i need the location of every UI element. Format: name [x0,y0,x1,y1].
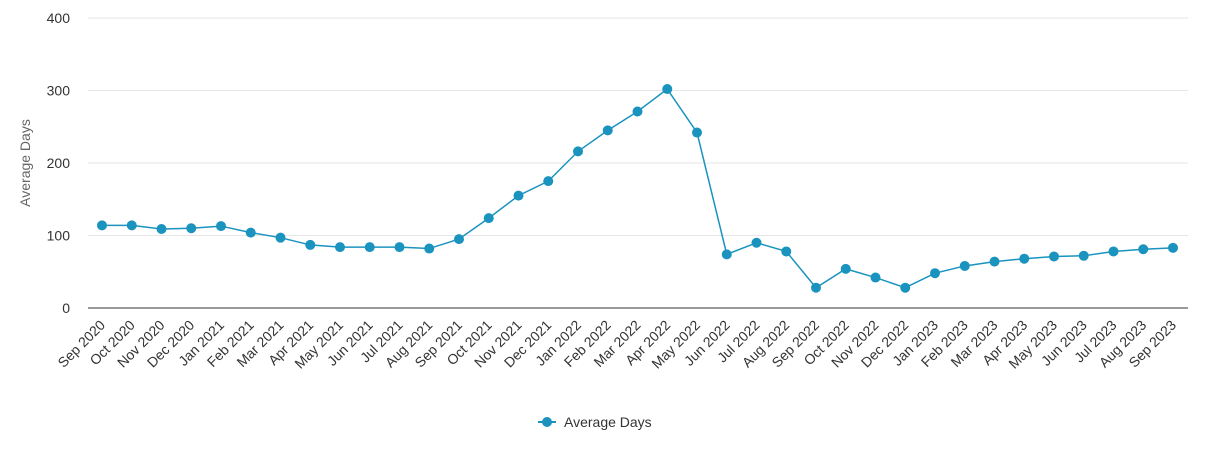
legend-dot-marker [542,417,552,427]
data-point[interactable] [156,223,167,234]
series-line [102,87,1174,289]
data-point[interactable] [364,242,375,253]
data-point[interactable] [959,260,970,271]
data-point[interactable] [216,221,226,232]
data-point[interactable] [424,243,435,254]
data-point[interactable] [781,246,792,257]
data-point[interactable] [930,268,940,279]
series-average-days [97,84,1178,293]
data-point[interactable] [394,242,405,253]
data-point[interactable] [573,146,583,157]
data-point[interactable] [811,282,821,293]
data-point[interactable] [692,127,702,138]
data-point[interactable] [186,223,197,234]
y-tick-label: 0 [62,300,70,316]
y-axis-title: Average Days [17,119,33,207]
data-point[interactable] [543,176,554,187]
data-point[interactable] [305,239,316,250]
data-point[interactable] [840,263,851,274]
data-point[interactable] [1168,242,1178,253]
data-point[interactable] [870,272,881,283]
y-tick-label: 200 [47,155,71,171]
data-point[interactable] [751,237,762,248]
legend-item-average-days[interactable]: Average Days [564,414,652,430]
y-axis: 0 100 200 300 400 [47,10,71,316]
data-point[interactable] [602,125,613,136]
data-point[interactable] [97,220,107,231]
legend[interactable]: Average Days [538,414,652,430]
data-point[interactable] [1019,253,1030,264]
data-point[interactable] [483,213,494,224]
data-point[interactable] [721,249,732,260]
data-point[interactable] [1138,244,1149,255]
data-point[interactable] [454,234,464,245]
data-point[interactable] [989,256,1000,267]
y-tick-label: 100 [47,228,71,244]
data-point[interactable] [275,232,286,243]
data-point[interactable] [126,220,137,231]
grid-lines [88,17,1188,236]
data-point[interactable] [632,106,643,117]
data-point[interactable] [1108,246,1119,257]
data-point[interactable] [900,282,911,293]
data-point[interactable] [1049,251,1059,262]
y-tick-label: 300 [47,83,71,99]
data-point[interactable] [1078,250,1089,261]
data-point[interactable] [662,84,673,95]
data-point[interactable] [245,227,256,238]
y-tick-label: 400 [47,10,71,26]
data-point[interactable] [513,190,524,201]
data-point[interactable] [335,242,345,253]
